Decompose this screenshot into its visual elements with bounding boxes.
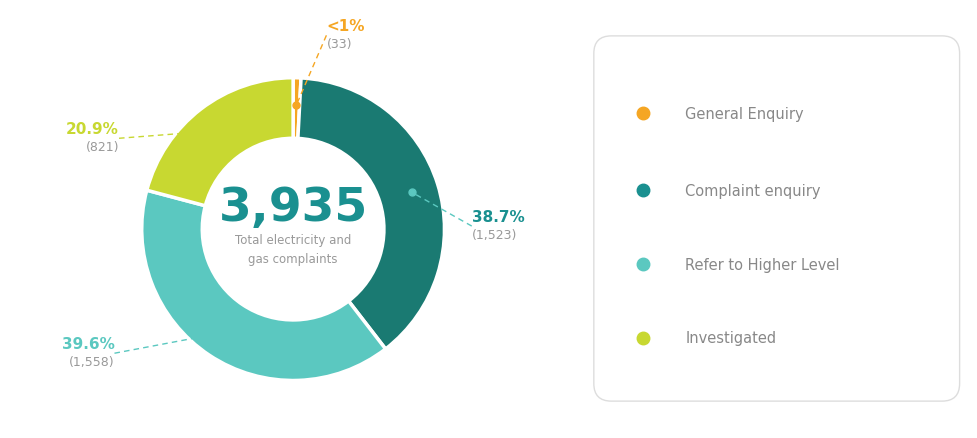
Wedge shape — [293, 78, 301, 139]
Wedge shape — [298, 79, 445, 349]
Text: (821): (821) — [86, 141, 119, 154]
Text: 20.9%: 20.9% — [66, 122, 119, 137]
Text: (1,558): (1,558) — [68, 355, 114, 368]
Text: 38.7%: 38.7% — [472, 209, 525, 224]
Text: <1%: <1% — [326, 19, 364, 34]
Text: 39.6%: 39.6% — [62, 336, 114, 351]
Text: (33): (33) — [326, 38, 352, 51]
Text: Total electricity and
gas complaints: Total electricity and gas complaints — [234, 233, 352, 265]
Wedge shape — [142, 191, 386, 381]
Text: Complaint enquiry: Complaint enquiry — [685, 184, 821, 198]
Text: Investigated: Investigated — [685, 331, 777, 346]
Text: 3,935: 3,935 — [219, 186, 367, 231]
Text: General Enquiry: General Enquiry — [685, 106, 804, 121]
FancyBboxPatch shape — [594, 37, 959, 401]
Text: (1,523): (1,523) — [472, 228, 517, 241]
Wedge shape — [147, 78, 293, 206]
Text: Refer to Higher Level: Refer to Higher Level — [685, 257, 840, 272]
